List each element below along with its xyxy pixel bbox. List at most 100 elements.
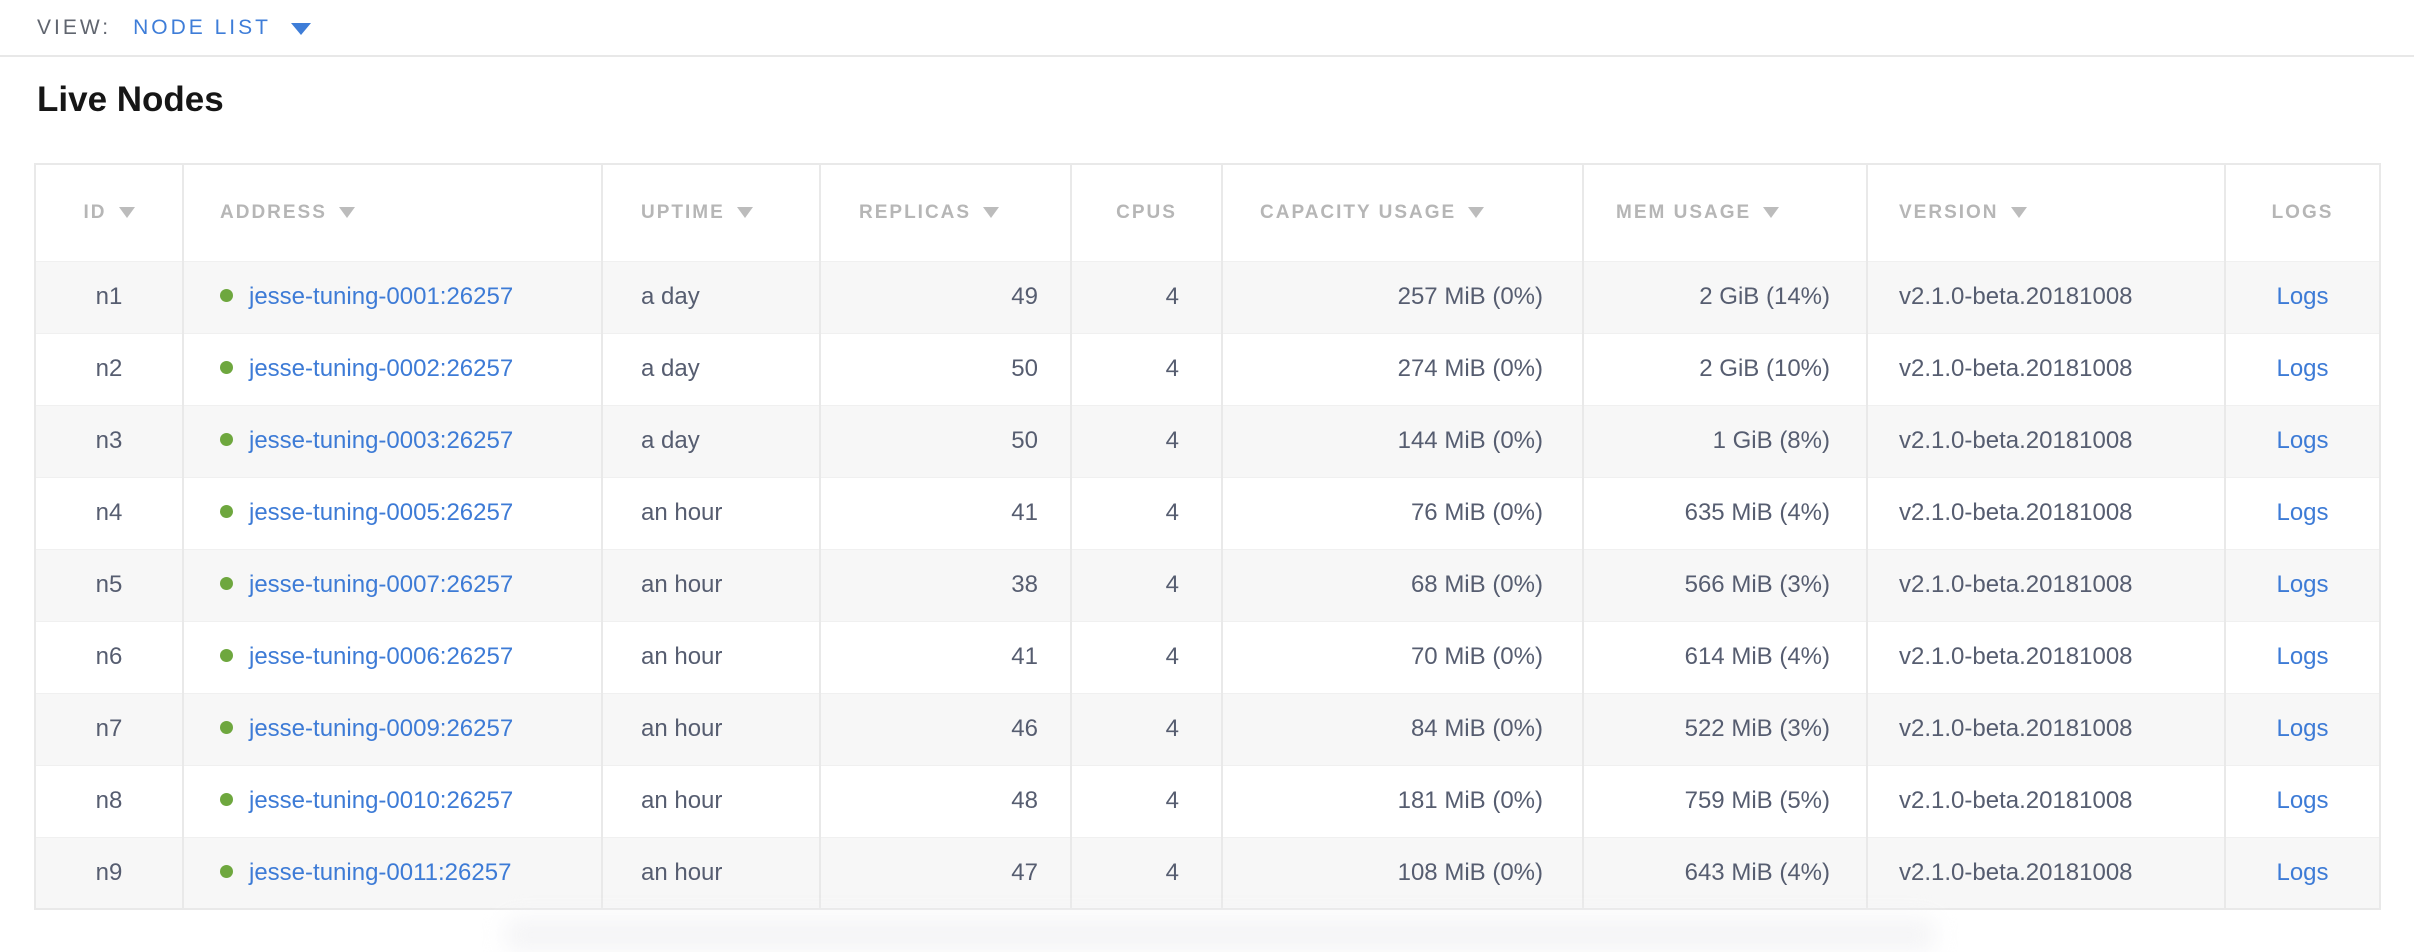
sort-descending-icon xyxy=(983,206,1000,218)
column-header-id[interactable]: ID xyxy=(35,164,183,261)
node-address-link[interactable]: jesse-tuning-0007:26257 xyxy=(249,571,514,598)
cell-mem: 2 GiB (14%) xyxy=(1582,260,1867,333)
column-header-label: CPUS xyxy=(1116,201,1177,223)
node-logs-link[interactable]: Logs xyxy=(2276,427,2329,454)
node-logs-link[interactable]: Logs xyxy=(2276,787,2329,814)
cell-id: n9 xyxy=(35,836,183,909)
sort-descending-icon xyxy=(1468,206,1485,218)
sort-descending-icon xyxy=(118,206,135,218)
cell-version: v2.1.0-beta.20181008 xyxy=(1866,836,2225,909)
cell-replicas: 48 xyxy=(819,764,1071,837)
cell-mem: 2 GiB (10%) xyxy=(1582,332,1867,405)
column-header-label: UPTIME xyxy=(641,201,725,223)
column-header-label: ADDRESS xyxy=(220,201,327,223)
node-logs-link[interactable]: Logs xyxy=(2276,499,2329,526)
cell-mem: 643 MiB (4%) xyxy=(1582,836,1867,909)
node-logs-link[interactable]: Logs xyxy=(2276,571,2329,598)
cell-logs: Logs xyxy=(2224,692,2380,765)
cell-version: v2.1.0-beta.20181008 xyxy=(1866,620,2225,693)
cell-cpus: 4 xyxy=(1070,692,1222,765)
cell-uptime: an hour xyxy=(601,548,820,621)
node-address-link[interactable]: jesse-tuning-0005:26257 xyxy=(249,499,514,526)
cell-logs: Logs xyxy=(2224,548,2380,621)
node-logs-link[interactable]: Logs xyxy=(2276,715,2329,742)
node-address-link[interactable]: jesse-tuning-0006:26257 xyxy=(249,643,514,670)
view-selector-dropdown[interactable]: NODE LIST xyxy=(133,16,311,40)
column-header-address[interactable]: ADDRESS xyxy=(182,164,602,261)
cell-address: jesse-tuning-0009:26257 xyxy=(182,692,602,765)
column-header-uptime[interactable]: UPTIME xyxy=(601,164,820,261)
node-address-link[interactable]: jesse-tuning-0002:26257 xyxy=(249,355,514,382)
node-row: n6 jesse-tuning-0006:26257 an hour 41 4 70 Mi… xyxy=(35,620,2380,693)
cell-address: jesse-tuning-0003:26257 xyxy=(182,404,602,477)
cell-mem: 566 MiB (3%) xyxy=(1582,548,1867,621)
node-logs-link[interactable]: Logs xyxy=(2276,858,2329,886)
cell-replicas: 49 xyxy=(819,260,1071,333)
cell-address: jesse-tuning-0002:26257 xyxy=(182,332,602,405)
cell-replicas: 46 xyxy=(819,692,1071,765)
column-header-replicas[interactable]: REPLICAS xyxy=(819,164,1071,261)
cell-uptime: an hour xyxy=(601,764,820,837)
below-fold-shadow xyxy=(505,918,1935,952)
node-logs-link[interactable]: Logs xyxy=(2276,643,2329,670)
column-header-mem[interactable]: MEM USAGE xyxy=(1582,164,1867,261)
cell-mem: 635 MiB (4%) xyxy=(1582,476,1867,549)
cell-version: v2.1.0-beta.20181008 xyxy=(1866,332,2225,405)
cell-version: v2.1.0-beta.20181008 xyxy=(1866,548,2225,621)
view-selected-value: NODE LIST xyxy=(133,15,271,39)
node-health-icon xyxy=(220,721,233,734)
node-health-icon xyxy=(220,577,233,590)
cell-logs: Logs xyxy=(2224,764,2380,837)
node-row: n1 jesse-tuning-0001:26257 a day 49 4 257 MiB… xyxy=(35,260,2380,333)
node-address-link[interactable]: jesse-tuning-0011:26257 xyxy=(249,858,512,886)
cell-cpus: 4 xyxy=(1070,620,1222,693)
cell-logs: Logs xyxy=(2224,620,2380,693)
cell-logs: Logs xyxy=(2224,332,2380,405)
column-header-version[interactable]: VERSION xyxy=(1866,164,2225,261)
cell-replicas: 41 xyxy=(819,476,1071,549)
node-address-link[interactable]: jesse-tuning-0010:26257 xyxy=(249,787,514,814)
node-row: n7 jesse-tuning-0009:26257 an hour 46 4 84 Mi… xyxy=(35,692,2380,765)
sort-descending-icon xyxy=(1763,206,1780,218)
node-row: n9 jesse-tuning-0011:26257 an hour 47 4 108 M… xyxy=(35,836,2380,909)
column-header-label: MEM USAGE xyxy=(1616,201,1752,223)
column-header-capacity[interactable]: CAPACITY USAGE xyxy=(1221,164,1583,261)
cell-cpus: 4 xyxy=(1070,764,1222,837)
cell-capacity: 108 MiB (0%) xyxy=(1221,836,1583,909)
cell-mem: 1 GiB (8%) xyxy=(1582,404,1867,477)
cell-capacity: 84 MiB (0%) xyxy=(1221,692,1583,765)
live-nodes-table: ID ADDRESS UPTIME REPLICAS CPUS CAPACITY USAG… xyxy=(34,163,2381,910)
cell-version: v2.1.0-beta.20181008 xyxy=(1866,692,2225,765)
cell-logs: Logs xyxy=(2224,476,2380,549)
cell-address: jesse-tuning-0006:26257 xyxy=(182,620,602,693)
cell-address: jesse-tuning-0010:26257 xyxy=(182,764,602,837)
cell-address: jesse-tuning-0011:26257 xyxy=(182,836,602,909)
cell-replicas: 41 xyxy=(819,620,1071,693)
node-health-icon xyxy=(220,793,233,806)
node-logs-link[interactable]: Logs xyxy=(2276,283,2329,310)
cell-capacity: 68 MiB (0%) xyxy=(1221,548,1583,621)
cell-logs: Logs xyxy=(2224,404,2380,477)
node-address-link[interactable]: jesse-tuning-0009:26257 xyxy=(249,715,514,742)
cell-uptime: an hour xyxy=(601,620,820,693)
view-bar: VIEW: NODE LIST xyxy=(0,0,2414,57)
sort-descending-icon xyxy=(2010,206,2027,218)
cell-mem: 759 MiB (5%) xyxy=(1582,764,1867,837)
cell-replicas: 47 xyxy=(819,836,1071,909)
cell-cpus: 4 xyxy=(1070,548,1222,621)
page-title: Live Nodes xyxy=(37,80,224,119)
cell-id: n8 xyxy=(35,764,183,837)
node-logs-link[interactable]: Logs xyxy=(2276,355,2329,382)
cell-version: v2.1.0-beta.20181008 xyxy=(1866,476,2225,549)
cell-id: n4 xyxy=(35,476,183,549)
node-row: n2 jesse-tuning-0002:26257 a day 50 4 274 MiB… xyxy=(35,332,2380,405)
column-header-logs: LOGS xyxy=(2224,164,2380,261)
cell-uptime: a day xyxy=(601,404,820,477)
node-address-link[interactable]: jesse-tuning-0003:26257 xyxy=(249,427,514,454)
node-address-link[interactable]: jesse-tuning-0001:26257 xyxy=(249,283,514,310)
node-row: n5 jesse-tuning-0007:26257 an hour 38 4 68 Mi… xyxy=(35,548,2380,621)
cell-id: n2 xyxy=(35,332,183,405)
cell-mem: 522 MiB (3%) xyxy=(1582,692,1867,765)
view-label: VIEW: xyxy=(37,15,112,39)
node-row: n8 jesse-tuning-0010:26257 an hour 48 4 181 M… xyxy=(35,764,2380,837)
